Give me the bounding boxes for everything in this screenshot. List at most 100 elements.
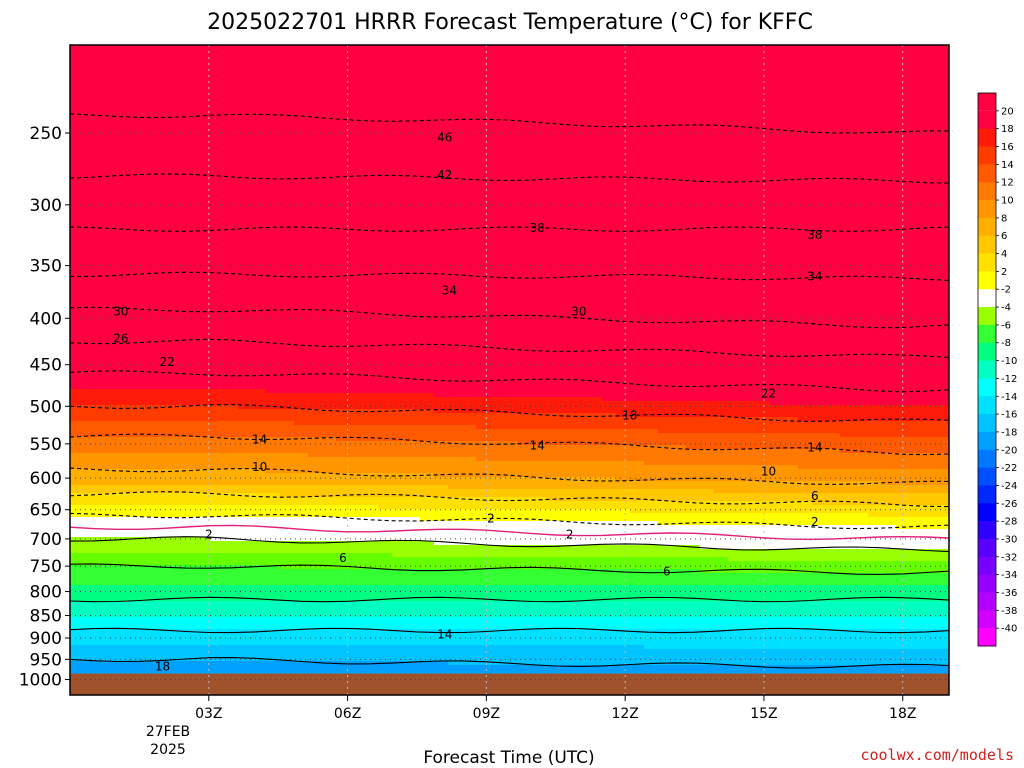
temperature-cell (98, 109, 113, 114)
temperature-cell (462, 81, 477, 86)
temperature-cell (112, 645, 127, 650)
temperature-cell (126, 509, 141, 514)
temperature-cell (168, 169, 183, 174)
temperature-cell (252, 193, 267, 198)
temperature-cell (140, 357, 155, 362)
temperature-cell (126, 181, 141, 186)
temperature-cell (70, 649, 85, 654)
temperature-cell (364, 341, 379, 346)
temperature-cell (322, 641, 337, 646)
temperature-cell (84, 245, 99, 250)
temperature-cell (406, 429, 421, 434)
temperature-cell (420, 389, 435, 394)
temperature-cell (98, 149, 113, 154)
temperature-cell (210, 197, 225, 202)
temperature-cell (168, 409, 183, 414)
temperature-cell (196, 401, 211, 406)
temperature-cell (140, 537, 155, 542)
temperature-cell (420, 521, 435, 526)
temperature-cell (224, 577, 239, 582)
temperature-cell (210, 477, 225, 482)
temperature-cell (70, 605, 85, 610)
temperature-cell (392, 301, 407, 306)
temperature-cell (266, 613, 281, 618)
temperature-cell (154, 317, 169, 322)
temperature-cell (266, 113, 281, 118)
temperature-cell (140, 445, 155, 450)
temperature-cell (280, 429, 295, 434)
temperature-cell (224, 381, 239, 386)
temperature-cell (196, 377, 211, 382)
temperature-cell (476, 357, 491, 362)
temperature-cell (476, 581, 491, 586)
temperature-cell (126, 301, 141, 306)
temperature-cell (378, 225, 393, 230)
temperature-cell (378, 81, 393, 86)
temperature-cell (168, 141, 183, 146)
temperature-cell (126, 45, 141, 50)
temperature-cell (280, 505, 295, 510)
temperature-cell (224, 113, 239, 118)
temperature-cell (294, 613, 309, 618)
temperature-cell (238, 265, 253, 270)
temperature-cell (490, 369, 505, 374)
temperature-cell (224, 89, 239, 94)
temperature-cell (308, 101, 323, 106)
temperature-cell (84, 277, 99, 282)
temperature-cell (196, 293, 211, 298)
temperature-cell (98, 249, 113, 254)
temperature-cell (406, 649, 421, 654)
temperature-cell (266, 453, 281, 458)
temperature-cell (182, 597, 197, 602)
temperature-cell (238, 521, 253, 526)
temperature-cell (252, 433, 267, 438)
temperature-cell (126, 405, 141, 410)
temperature-cell (420, 133, 435, 138)
temperature-cell (280, 533, 295, 538)
temperature-cell (238, 561, 253, 566)
temperature-cell (84, 533, 99, 538)
temperature-cell (364, 261, 379, 266)
temperature-cell (322, 293, 337, 298)
temperature-cell (238, 353, 253, 358)
temperature-cell (224, 57, 239, 62)
temperature-cell (434, 377, 449, 382)
temperature-cell (476, 361, 491, 366)
temperature-cell (364, 149, 379, 154)
temperature-cell (182, 601, 197, 606)
temperature-cell (126, 197, 141, 202)
temperature-cell (476, 669, 491, 674)
temperature-cell (112, 277, 127, 282)
temperature-cell (98, 581, 113, 586)
temperature-cell (196, 569, 211, 574)
temperature-cell (182, 437, 197, 442)
temperature-cell (448, 349, 463, 354)
temperature-cell (126, 53, 141, 58)
temperature-cell (238, 605, 253, 610)
temperature-cell (98, 337, 113, 342)
temperature-cell (364, 525, 379, 530)
temperature-cell (476, 157, 491, 162)
temperature-cell (266, 625, 281, 630)
temperature-cell (84, 577, 99, 582)
temperature-cell (308, 305, 323, 310)
temperature-cell (490, 273, 505, 278)
temperature-cell (280, 213, 295, 218)
temperature-cell (196, 329, 211, 334)
temperature-cell (266, 609, 281, 614)
temperature-cell (420, 513, 435, 518)
temperature-cell (210, 221, 225, 226)
temperature-cell (378, 609, 393, 614)
temperature-cell (350, 609, 365, 614)
temperature-cell (266, 457, 281, 462)
temperature-cell (336, 485, 351, 490)
temperature-cell (252, 381, 267, 386)
temperature-cell (364, 217, 379, 222)
temperature-cell (196, 533, 211, 538)
temperature-cell (308, 549, 323, 554)
temperature-cell (448, 77, 463, 82)
temperature-cell (98, 509, 113, 514)
temperature-cell (210, 69, 225, 74)
temperature-cell (420, 89, 435, 94)
temperature-cell (224, 421, 239, 426)
